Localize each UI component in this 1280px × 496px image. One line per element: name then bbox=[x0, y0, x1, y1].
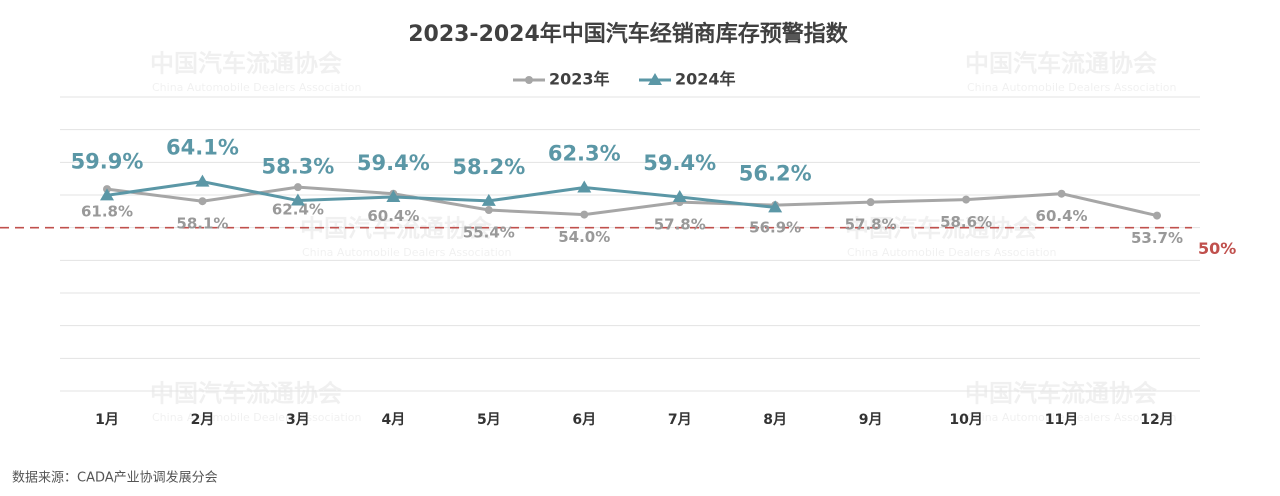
x-tick-label: 9月 bbox=[859, 412, 883, 428]
watermark: China Automobile Dealers Association bbox=[967, 411, 1176, 424]
data-point bbox=[293, 183, 302, 192]
data-label: 60.4% bbox=[367, 207, 419, 225]
legend-marker bbox=[648, 73, 662, 85]
data-point bbox=[866, 198, 875, 207]
watermark: China Automobile Dealers Association bbox=[152, 81, 361, 94]
data-label: 59.4% bbox=[643, 151, 716, 175]
watermark: China Automobile Dealers Association bbox=[302, 246, 511, 259]
legend-item: 2023年 bbox=[513, 70, 610, 89]
data-label: 60.4% bbox=[1036, 207, 1088, 225]
data-label: 58.2% bbox=[452, 155, 525, 179]
data-point bbox=[195, 174, 210, 187]
data-point bbox=[386, 189, 401, 202]
watermark: 中国汽车流通协会 bbox=[965, 379, 1157, 408]
data-label: 53.7% bbox=[1131, 229, 1183, 247]
watermark: 中国汽车流通协会 bbox=[150, 379, 342, 408]
data-label: 64.1% bbox=[166, 136, 239, 160]
x-tick-label: 6月 bbox=[572, 412, 596, 428]
data-label: 57.8% bbox=[654, 216, 706, 234]
data-point bbox=[962, 195, 971, 204]
x-tick-label: 2月 bbox=[191, 412, 215, 428]
data-label: 58.3% bbox=[261, 155, 334, 179]
source-note: 数据来源：CADA产业协调发展分会 bbox=[12, 470, 218, 486]
x-tick-label: 5月 bbox=[477, 412, 501, 428]
data-label: 62.3% bbox=[548, 141, 621, 165]
x-tick-label: 3月 bbox=[286, 412, 310, 428]
x-tick-label: 7月 bbox=[668, 412, 692, 428]
legend-item: 2024年 bbox=[639, 70, 736, 89]
watermark: China Automobile Dealers Association bbox=[152, 411, 361, 424]
legend-label: 2024年 bbox=[675, 70, 736, 89]
watermark: China Automobile Dealers Association bbox=[967, 81, 1176, 94]
data-point bbox=[481, 193, 496, 206]
data-point bbox=[577, 180, 592, 193]
x-tick-label: 11月 bbox=[1045, 412, 1078, 428]
data-point bbox=[484, 206, 493, 215]
data-label: 56.2% bbox=[739, 161, 812, 185]
x-tick-label: 8月 bbox=[763, 412, 787, 428]
watermark: 中国汽车流通协会 bbox=[150, 49, 342, 78]
data-point bbox=[1057, 189, 1066, 198]
reference-label: 50% bbox=[1198, 239, 1236, 258]
series-line bbox=[106, 180, 776, 209]
legend-label: 2023年 bbox=[549, 70, 610, 89]
data-label: 59.4% bbox=[357, 151, 430, 175]
data-point bbox=[1153, 211, 1161, 220]
data-point bbox=[768, 200, 783, 213]
series-line bbox=[106, 185, 1158, 218]
watermark: 中国汽车流通协会 bbox=[965, 49, 1157, 78]
x-tick-label: 1月 bbox=[95, 412, 119, 428]
chart-title: 2023-2024年中国汽车经销商库存预警指数 bbox=[408, 21, 849, 47]
x-tick-label: 12月 bbox=[1140, 412, 1173, 428]
data-label: 57.8% bbox=[845, 216, 897, 234]
data-label: 58.1% bbox=[176, 215, 228, 233]
data-label: 62.4% bbox=[272, 201, 324, 219]
data-point bbox=[290, 193, 305, 206]
data-label: 59.9% bbox=[71, 149, 144, 173]
data-label: 61.8% bbox=[81, 203, 133, 221]
data-label: 58.6% bbox=[940, 213, 992, 231]
x-tick-label: 4月 bbox=[381, 412, 405, 428]
data-point bbox=[580, 210, 589, 219]
watermark: China Automobile Dealers Association bbox=[847, 246, 1056, 259]
data-point bbox=[672, 189, 687, 202]
legend-marker bbox=[525, 76, 533, 84]
data-point bbox=[100, 188, 114, 201]
data-label: 54.0% bbox=[558, 228, 610, 246]
data-label: 56.9% bbox=[749, 219, 801, 237]
data-label: 55.4% bbox=[463, 224, 515, 242]
x-tick-label: 10月 bbox=[949, 412, 982, 428]
data-point bbox=[198, 197, 207, 206]
